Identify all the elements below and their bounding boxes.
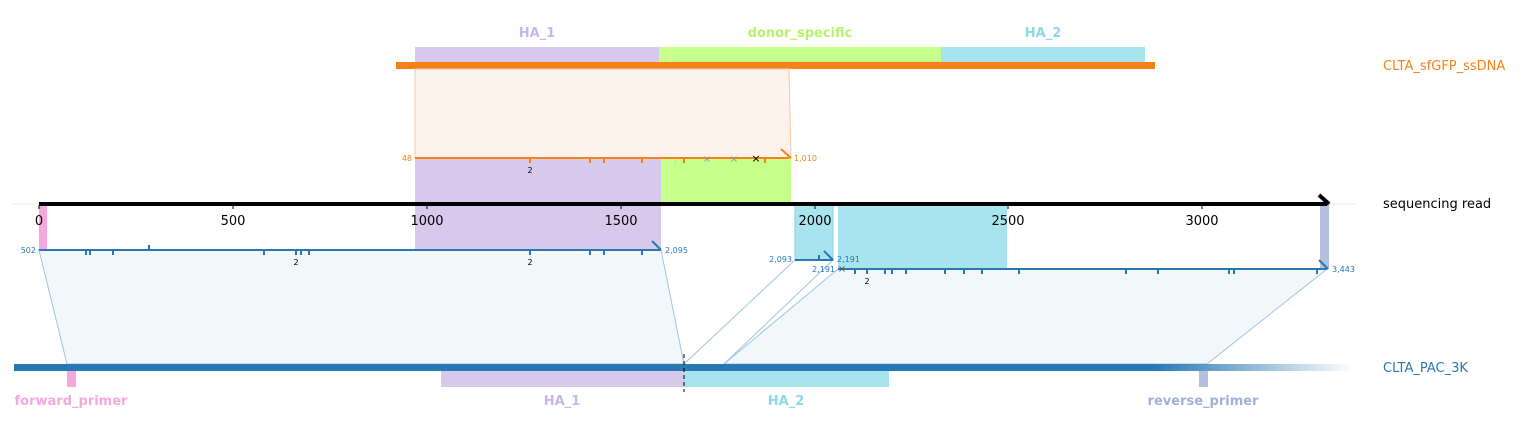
donor-alignment-ticks (529, 158, 766, 163)
svg-text:×: × (703, 154, 711, 165)
target-sequence-bar (14, 364, 1154, 371)
donor-specific-feature (659, 47, 941, 64)
read-tick-label: 2000 (798, 214, 831, 229)
target-alignment-projection-2 (683, 259, 796, 365)
target-aln2-start: 2,093 (769, 255, 792, 264)
target-ha2-label: HA_2 (768, 394, 805, 409)
read-tick-label: 2500 (991, 214, 1024, 229)
donor-ha2-feature (941, 47, 1145, 64)
read-tick-label: 3000 (1185, 214, 1218, 229)
read-ha2-band-b (838, 204, 1007, 269)
donor-sequence-bar (396, 62, 1155, 69)
read-tick-label: 1500 (604, 214, 637, 229)
donor-mismatch-count: 2 (527, 166, 532, 175)
read-tick-label: 0 (35, 214, 43, 229)
read-tick-label: 1000 (410, 214, 443, 229)
target-aln3-start: 2,191 (812, 265, 835, 274)
target-forward-primer-label: forward_primer (15, 394, 129, 409)
target-alignment-3-mismatch-marks: × (838, 264, 846, 275)
target-alignment-1-ticks (85, 245, 643, 255)
target-alignment-projection-3 (722, 268, 1329, 365)
donor-sequence-name: CLTA_sfGFP_ssDNA (1383, 59, 1505, 74)
target-ha1-label: HA_1 (544, 394, 581, 409)
donor-alignment-projection (414, 68, 792, 159)
target-alignment-3-end-hook (1318, 259, 1329, 270)
target-aln1-count-b: 2 (527, 258, 532, 267)
target-sequence-name: CLTA_PAC_3K (1383, 361, 1468, 376)
read-fwd-primer-band (39, 204, 47, 250)
target-forward-primer-feature (67, 371, 76, 387)
target-aln1-start: 502 (21, 246, 36, 255)
target-reverse-primer-label: reverse_primer (1148, 394, 1260, 409)
svg-text:×: × (751, 152, 760, 165)
target-feature-track: forward_primer HA_1 HA_2 reverse_primer (15, 354, 1260, 409)
donor-mismatch-marks: × × × (703, 152, 761, 165)
target-alignment-3-ticks (854, 269, 1318, 274)
read-rev-primer-band (1320, 204, 1329, 269)
donor-specific-label: donor_specific (748, 26, 853, 41)
read-arrowhead (1317, 193, 1331, 206)
read-axis-ticks: 0 500 1000 1500 2000 2500 3000 (35, 205, 1219, 229)
target-ha1-feature (441, 371, 684, 387)
target-aln1-end: 2,095 (665, 246, 688, 255)
target-sequence-bar-fade (1154, 364, 1354, 371)
target-alignment-1-end-hook (651, 240, 662, 251)
donor-ha2-label: HA_2 (1025, 26, 1062, 41)
donor-alignment-end-hook (780, 148, 792, 159)
donor-feature-track: HA_1 donor_specific HA_2 (415, 26, 1145, 64)
svg-text:×: × (838, 264, 846, 275)
read-ha2-band-a (794, 203, 834, 261)
svg-text:×: × (730, 154, 738, 165)
target-ha2-feature (684, 371, 889, 387)
target-reverse-primer-feature (1199, 371, 1208, 387)
target-aln1-count: 2 (293, 258, 298, 267)
read-donor-band (661, 158, 791, 204)
target-aln3-count: 2 (864, 277, 869, 286)
donor-ha1-label: HA_1 (519, 26, 556, 41)
donor-align-start: 48 (402, 154, 412, 163)
donor-ha1-feature (415, 47, 659, 64)
target-aln3-end: 3,443 (1332, 265, 1355, 274)
target-aln2-end: 2,191 (837, 255, 860, 264)
target-alignment-projection-1 (38, 249, 685, 365)
sequencing-read-name: sequencing read (1383, 197, 1491, 212)
donor-align-end: 1,010 (794, 154, 817, 163)
target-alignment-2-end-hook (823, 250, 834, 261)
read-tick-label: 500 (221, 214, 246, 229)
target-alignment-projection-2b (723, 259, 834, 365)
